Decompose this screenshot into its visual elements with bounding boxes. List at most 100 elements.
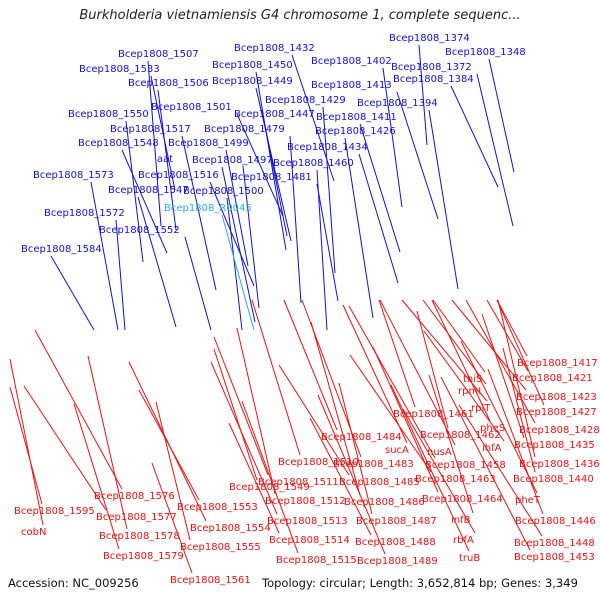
reverse-gene-label: truB xyxy=(459,553,480,564)
forward-label-leader xyxy=(221,166,256,323)
reverse-label-leader xyxy=(34,329,123,490)
reverse-gene-label: Bcep1808_1423 xyxy=(516,392,597,403)
reverse-gene-label: Bcep1808_1554 xyxy=(190,523,271,534)
reverse-gene-label: Bcep1808_1512 xyxy=(265,496,346,507)
reverse-label-leader xyxy=(9,358,44,526)
reverse-gene-label: Bcep1808_1463 xyxy=(415,474,496,485)
reverse-label-leader xyxy=(372,346,439,493)
reverse-gene-label: pheT xyxy=(515,495,541,506)
reverse-gene-label: Bcep1808_1453 xyxy=(514,552,595,563)
forward-gene-label: Bcep1808_1548 xyxy=(78,138,159,149)
reverse-label-leader xyxy=(338,382,373,515)
forward-gene-label: Bcep1808_1402 xyxy=(311,56,392,67)
reverse-gene-label: Bcep1808_1436 xyxy=(519,459,600,470)
reverse-label-leader xyxy=(210,361,278,515)
reverse-label-leader xyxy=(416,310,449,429)
reverse-label-leader xyxy=(432,299,486,373)
forward-gene-label: Bcep1808_1384 xyxy=(393,74,474,85)
forward-gene-label: Bcep1808_1501 xyxy=(151,102,232,113)
reverse-label-leader xyxy=(251,299,301,456)
forward-label-leader xyxy=(157,89,177,231)
reverse-label-leader xyxy=(487,368,544,515)
reverse-gene-label: Bcep1808_1483 xyxy=(333,459,414,470)
reverse-gene-label: Bcep1808_1561 xyxy=(170,575,251,586)
reverse-gene-label: infB xyxy=(451,515,471,526)
forward-label-leader xyxy=(428,109,459,290)
forward-gene-label: Bcep1808_1447 xyxy=(234,109,315,120)
forward-gene-label: Bcep1808_1411 xyxy=(316,112,397,123)
reverse-label-leader xyxy=(128,361,207,522)
forward-gene-label: Bcep1808_R0045 xyxy=(164,203,252,214)
reverse-gene-label: Bcep1808_1487 xyxy=(356,516,437,527)
reverse-label-leader xyxy=(151,462,193,574)
forward-gene-label: Bcep1808_1573 xyxy=(33,170,114,181)
forward-gene-label: Bcep1808_1499 xyxy=(168,138,249,149)
forward-label-leader xyxy=(209,181,255,287)
forward-label-leader xyxy=(147,60,162,227)
forward-gene-label: Bcep1808_1507 xyxy=(118,49,199,60)
forward-label-leader xyxy=(316,183,339,302)
reverse-gene-label: pheS xyxy=(480,423,505,434)
reverse-label-leader xyxy=(342,304,408,444)
reverse-gene-label: Bcep1808_1578 xyxy=(99,531,180,542)
forward-gene-label: Bcep1808_1533 xyxy=(79,64,160,75)
reverse-label-leader xyxy=(465,299,536,424)
forward-gene-label: Bcep1808_1506 xyxy=(128,78,209,89)
reverse-gene-label: thiS xyxy=(463,374,482,385)
reverse-gene-label: Bcep1808_1576 xyxy=(94,491,175,502)
map-footer: Accession: NC_009256 Topology: circular;… xyxy=(8,576,598,594)
reverse-gene-label: Bcep1808_1595 xyxy=(14,506,95,517)
forward-gene-label: Bcep1808_1547 xyxy=(108,185,189,196)
forward-gene-label: Bcep1808_1517 xyxy=(110,124,191,135)
forward-label-leader xyxy=(255,87,292,242)
reverse-label-leader xyxy=(440,376,531,551)
forward-gene-label: Bcep1808_1374 xyxy=(389,33,470,44)
forward-gene-label: Bcep1808_1434 xyxy=(287,142,368,153)
forward-gene-label: Bcep1808_1348 xyxy=(445,47,526,58)
reverse-label-leader xyxy=(496,299,528,357)
forward-gene-label: Bcep1808_1372 xyxy=(391,62,472,73)
forward-gene-label: Bcep1808_1394 xyxy=(357,98,438,109)
reverse-gene-label: Bcep1808_1488 xyxy=(355,537,436,548)
reverse-label-leader xyxy=(87,355,128,530)
forward-gene-label: Bcep1808_1449 xyxy=(212,76,293,87)
reverse-label-leader xyxy=(451,299,527,391)
reverse-label-leader xyxy=(428,374,474,514)
reverse-label-leader xyxy=(402,408,476,534)
reverse-gene-label: nusA xyxy=(427,447,452,458)
reverse-label-leader xyxy=(283,299,338,431)
reverse-gene-label: Bcep1808_1421 xyxy=(512,373,593,384)
reverse-gene-label: Bcep1808_1553 xyxy=(177,502,258,513)
forward-label-leader xyxy=(322,106,336,274)
forward-label-leader xyxy=(221,214,255,331)
reverse-label-leader xyxy=(23,385,107,511)
reverse-gene-label: cobN xyxy=(21,527,46,538)
reverse-label-leader xyxy=(431,299,491,422)
reverse-label-leader xyxy=(378,299,416,408)
forward-gene-label: Bcep1808_1497 xyxy=(192,155,273,166)
reverse-gene-label: Bcep1808_1427 xyxy=(516,407,597,418)
forward-gene-label: aat xyxy=(157,154,173,165)
forward-gene-label: Bcep1808_1426 xyxy=(315,126,396,137)
forward-gene-label: Bcep1808_1479 xyxy=(204,124,285,135)
forward-label-leader xyxy=(450,85,499,188)
reverse-gene-label: ihfA xyxy=(482,443,502,454)
reverse-label-leader xyxy=(228,422,280,534)
reverse-gene-label: Bcep1808_1485 xyxy=(339,477,420,488)
reverse-gene-label: Bcep1808_1549 xyxy=(229,482,310,493)
reverse-gene-label: Bcep1808_1489 xyxy=(357,556,438,567)
reverse-label-leader xyxy=(309,417,372,536)
forward-label-leader xyxy=(344,137,374,319)
reverse-label-leader xyxy=(481,313,525,439)
reverse-label-leader xyxy=(502,347,536,473)
forward-label-leader xyxy=(181,135,217,291)
forward-label-leader xyxy=(90,181,119,331)
forward-label-leader xyxy=(121,149,168,254)
forward-label-leader xyxy=(382,67,403,208)
reverse-gene-label: Bcep1808_1417 xyxy=(517,358,598,369)
reverse-gene-label: Bcep1808_1446 xyxy=(515,516,596,527)
reverse-label-leader xyxy=(349,354,432,473)
forward-gene-label: Bcep1808_1413 xyxy=(311,80,392,91)
forward-label-leader xyxy=(115,219,126,331)
reverse-label-leader xyxy=(497,299,536,458)
